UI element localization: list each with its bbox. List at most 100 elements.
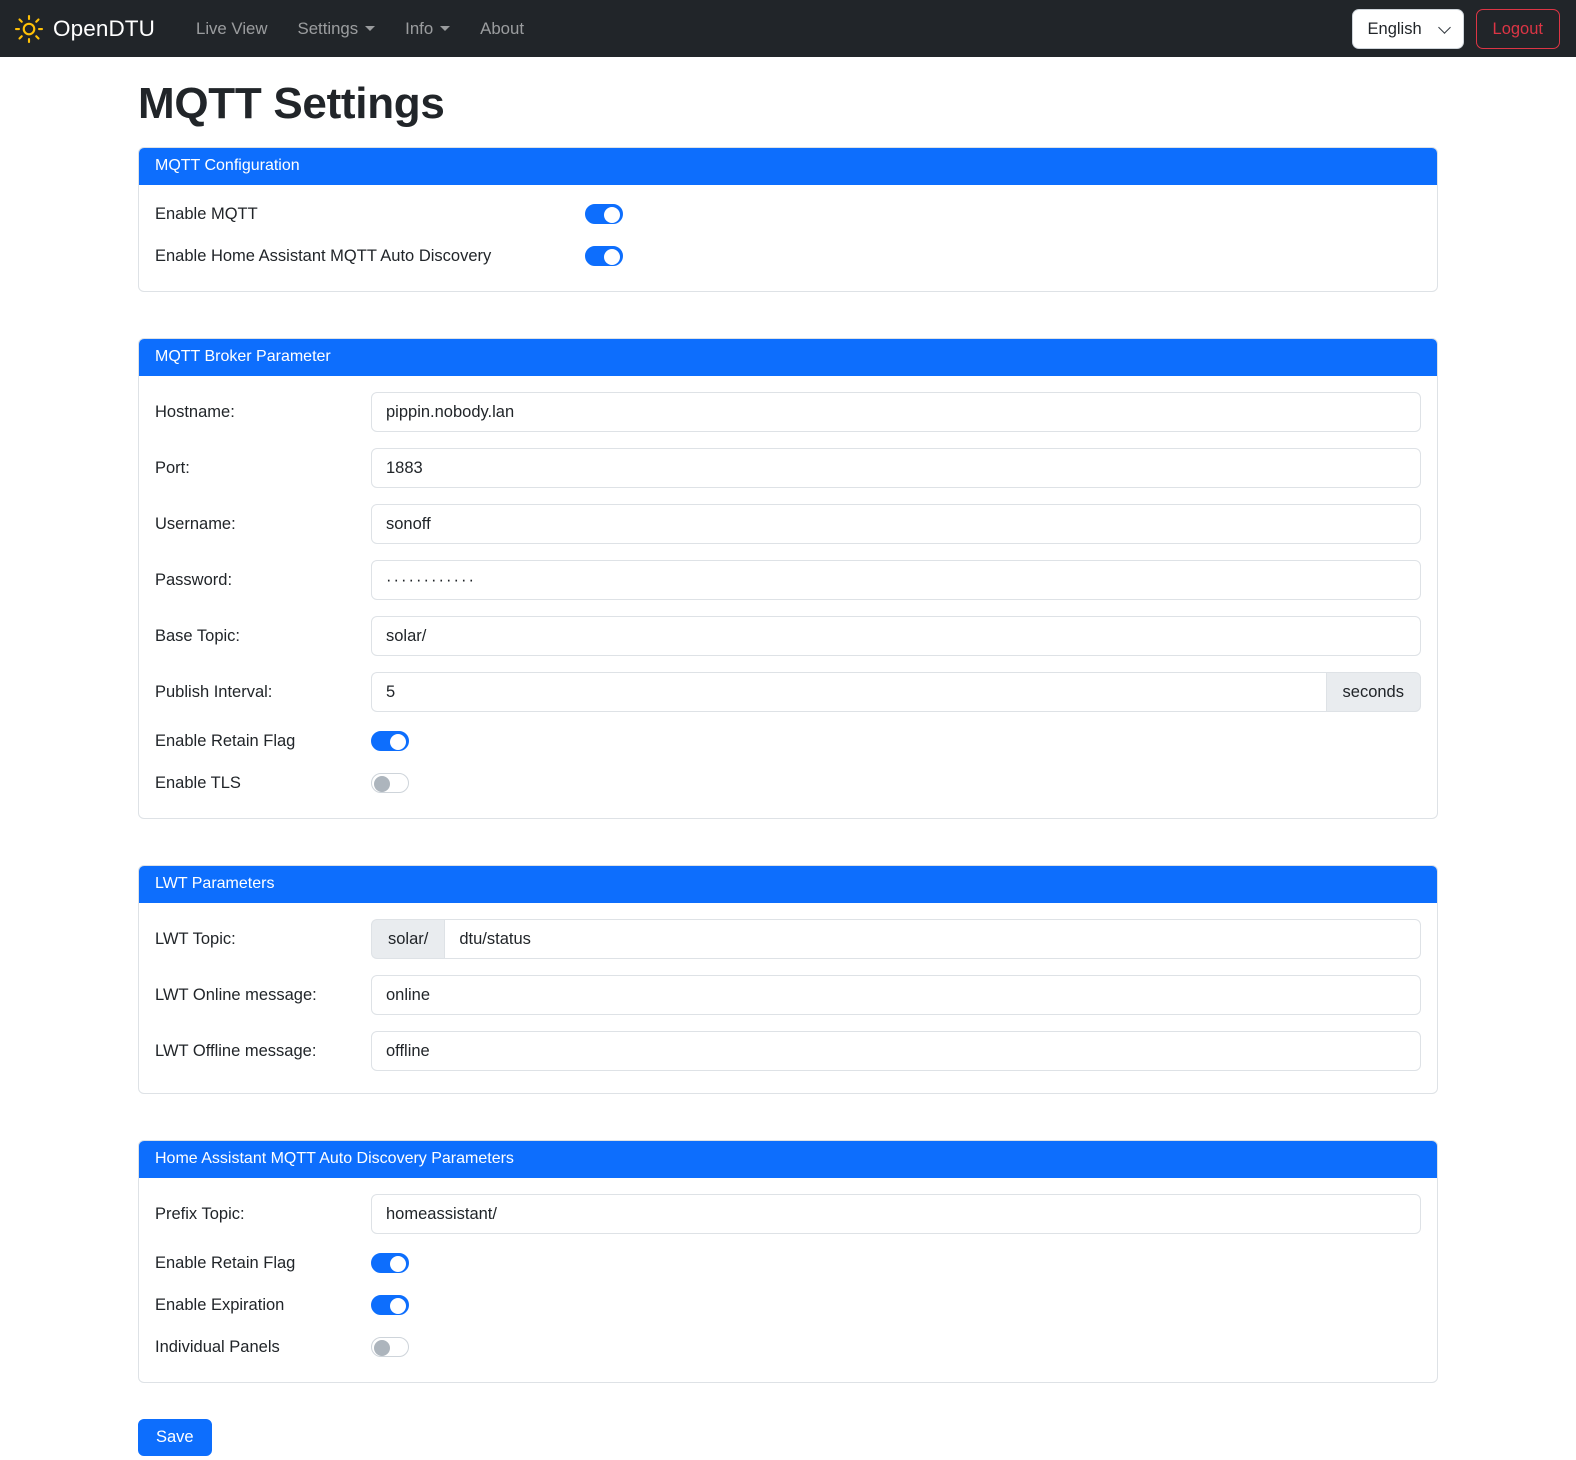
lwt-online-message-input[interactable] [371,975,1421,1015]
label-password: Password: [155,570,233,589]
language-select[interactable]: English [1351,9,1464,49]
row-lwt-online-message: LWT Online message: [155,975,1421,1015]
row-hostname: Hostname: [155,392,1421,432]
label-ha-retain-flag: Enable Retain Flag [155,1253,296,1272]
nav-item-live-view[interactable]: Live View [181,11,283,47]
lwt-topic-group: solar/ [371,919,1421,959]
lwt-topic-input[interactable] [444,919,1421,959]
row-broker-retain-flag: Enable Retain Flag [155,728,1421,754]
logout-button[interactable]: Logout [1475,9,1560,49]
toggle-broker-retain-flag[interactable] [371,731,409,751]
row-ha-retain-flag: Enable Retain Flag [155,1250,1421,1276]
nav-item-settings[interactable]: Settings [283,11,391,47]
label-enable-home-assistant-discovery: Enable Home Assistant MQTT Auto Discover… [155,246,492,265]
lwt-topic-prefix-addon: solar/ [371,919,445,959]
toggle-individual-panels[interactable] [371,1337,409,1357]
publish-interval-input[interactable] [371,672,1326,712]
row-individual-panels: Individual Panels [155,1334,1421,1360]
nav-item-about[interactable]: About [465,11,539,47]
control-ha-expiration [371,1295,1421,1315]
prefix-topic-input[interactable] [371,1194,1421,1234]
label-prefix-topic: Prefix Topic: [155,1204,245,1223]
toggle-ha-retain-flag[interactable] [371,1253,409,1273]
page-title: MQTT Settings [138,79,445,128]
row-base-topic: Base Topic: [155,616,1421,656]
control-lwt-offline-message [371,1031,1421,1071]
navbar-right-actions: English Logout [1351,9,1560,49]
nav-links: Live View Settings Info About [181,11,539,47]
row-enable-tls: Enable TLS [155,770,1421,796]
page-content: MQTT Settings MQTT Configuration Enable … [0,79,1576,1456]
sun-icon [14,14,44,44]
toggle-enable-home-assistant-discovery[interactable] [585,246,623,266]
label-lwt-topic: LWT Topic: [155,929,236,948]
label-hostname: Hostname: [155,402,235,421]
nav-item-settings-label: Settings [297,18,359,38]
row-publish-interval: Publish Interval: seconds [155,672,1421,712]
card-body-home-assistant-parameters: Prefix Topic: Enable Retain Flag Enable … [139,1178,1437,1382]
control-ha-retain-flag [371,1253,1421,1273]
row-lwt-topic: LWT Topic: solar/ [155,919,1421,959]
password-input[interactable] [371,560,1421,600]
label-lwt-online-message: LWT Online message: [155,985,317,1004]
save-button[interactable]: Save [138,1419,212,1456]
username-input[interactable] [371,504,1421,544]
hostname-input[interactable] [371,392,1421,432]
label-lwt-offline-message: LWT Offline message: [155,1041,317,1060]
brand-title: OpenDTU [53,15,155,41]
card-body-mqtt-broker-parameter: Hostname: Port: Username: [139,376,1437,818]
label-ha-expiration: Enable Expiration [155,1295,285,1314]
publish-interval-unit-addon: seconds [1325,672,1421,712]
nav-item-about-label: About [480,18,525,38]
control-enable-home-assistant-discovery [585,246,1421,266]
publish-interval-group: seconds [371,672,1421,712]
nav-item-info-label: Info [405,18,434,38]
nav-item-info[interactable]: Info [390,11,465,47]
control-lwt-topic: solar/ [371,919,1421,959]
card-header-mqtt-broker-parameter: MQTT Broker Parameter [139,339,1437,376]
toggle-enable-mqtt[interactable] [585,204,623,224]
row-ha-expiration: Enable Expiration [155,1292,1421,1318]
card-body-lwt-parameters: LWT Topic: solar/ LWT Online message: [139,903,1437,1093]
label-username: Username: [155,514,236,533]
base-topic-input[interactable] [371,616,1421,656]
label-broker-retain-flag: Enable Retain Flag [155,731,296,750]
control-username [371,504,1421,544]
control-enable-mqtt [585,204,1421,224]
control-port [371,448,1421,488]
card-body-mqtt-configuration: Enable MQTT Enable Home Assistant MQTT A… [139,185,1437,291]
toggle-ha-expiration[interactable] [371,1295,409,1315]
row-enable-home-assistant-discovery: Enable Home Assistant MQTT Auto Discover… [155,243,1421,269]
card-mqtt-broker-parameter: MQTT Broker Parameter Hostname: Port: Us… [138,338,1438,819]
lwt-offline-message-input[interactable] [371,1031,1421,1071]
control-hostname [371,392,1421,432]
card-home-assistant-parameters: Home Assistant MQTT Auto Discovery Param… [138,1140,1438,1383]
control-broker-retain-flag [371,731,1421,751]
control-enable-tls [371,773,1421,793]
card-header-home-assistant-parameters: Home Assistant MQTT Auto Discovery Param… [139,1141,1437,1178]
top-navbar: OpenDTU Live View Settings Info About En… [0,0,1576,57]
brand-logo-link[interactable]: OpenDTU [14,14,155,44]
control-prefix-topic [371,1194,1421,1234]
card-lwt-parameters: LWT Parameters LWT Topic: solar/ LWT Onl… [138,865,1438,1094]
card-header-lwt-parameters: LWT Parameters [139,866,1437,903]
toggle-enable-tls[interactable] [371,773,409,793]
row-prefix-topic: Prefix Topic: [155,1194,1421,1234]
card-mqtt-configuration: MQTT Configuration Enable MQTT Enable Ho… [138,147,1438,292]
label-individual-panels: Individual Panels [155,1337,280,1356]
row-enable-mqtt: Enable MQTT [155,201,1421,227]
control-password [371,560,1421,600]
chevron-down-icon [440,26,451,31]
content-container: MQTT Settings MQTT Configuration Enable … [138,79,1438,1456]
language-select-wrapper: English [1351,9,1464,49]
label-base-topic: Base Topic: [155,626,240,645]
nav-item-live-view-label: Live View [195,18,268,38]
label-publish-interval: Publish Interval: [155,682,273,701]
row-lwt-offline-message: LWT Offline message: [155,1031,1421,1071]
row-username: Username: [155,504,1421,544]
control-lwt-online-message [371,975,1421,1015]
port-input[interactable] [371,448,1421,488]
label-port: Port: [155,458,190,477]
control-base-topic [371,616,1421,656]
label-enable-tls: Enable TLS [155,773,241,792]
